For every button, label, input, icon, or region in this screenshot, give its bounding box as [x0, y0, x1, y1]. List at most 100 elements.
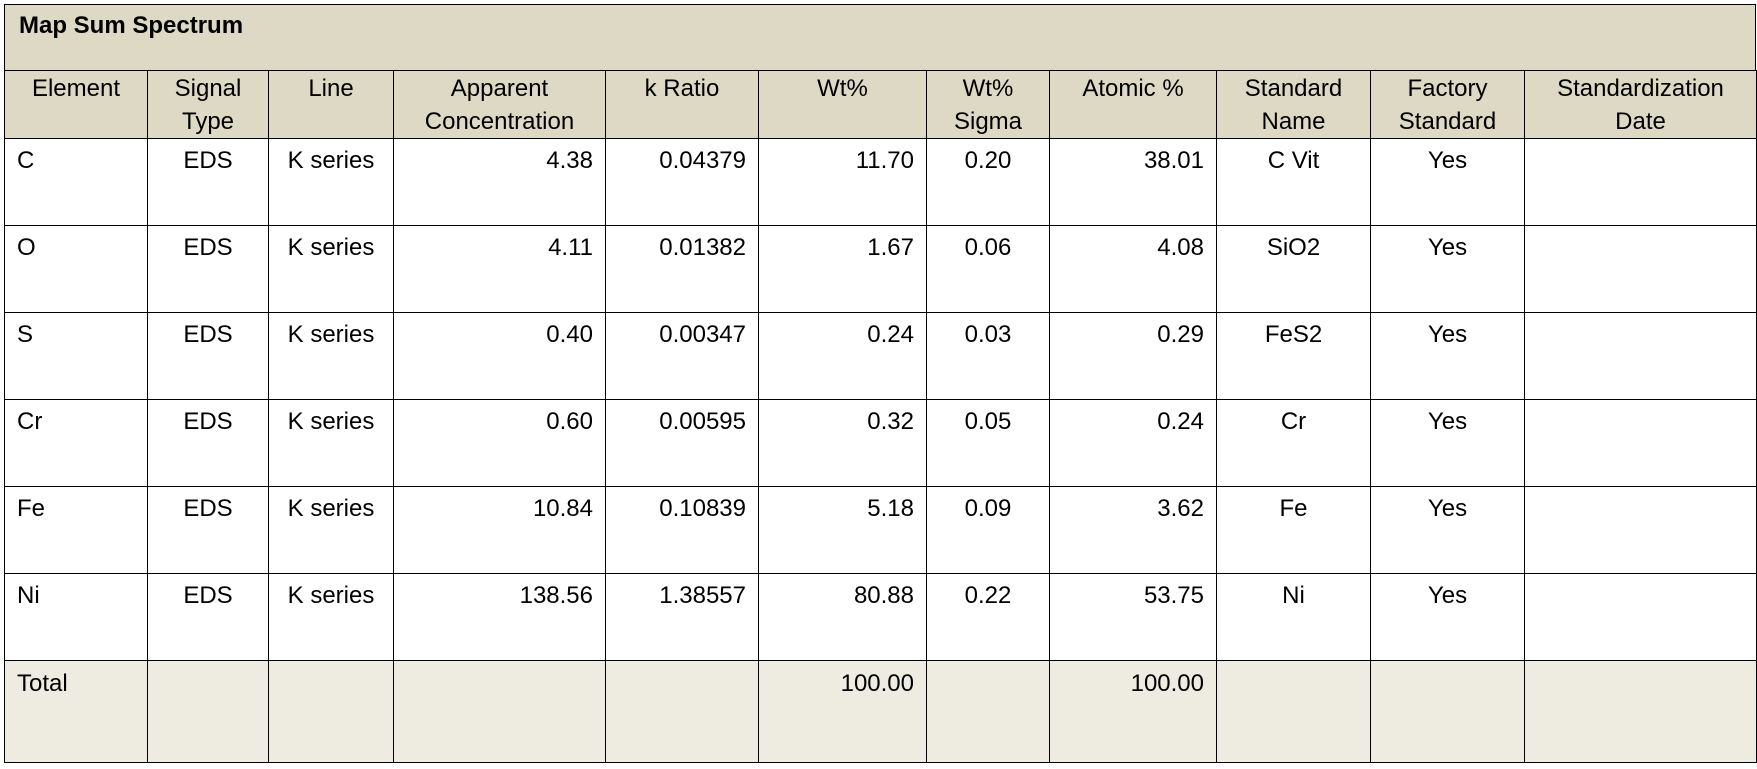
total-row: Total 100.00 100.00: [4, 660, 1757, 763]
total-wt-pct: 100.00: [758, 660, 927, 763]
cell-standard-name: Fe: [1216, 486, 1371, 574]
cell-wt-pct: 1.67: [758, 225, 927, 313]
cell-element: O: [4, 225, 148, 313]
cell-element: Fe: [4, 486, 148, 574]
cell-atomic-pct: 3.62: [1049, 486, 1217, 574]
cell-standard-name: C Vit: [1216, 138, 1371, 226]
cell-wt-pct-sigma: 0.22: [926, 573, 1050, 661]
cell-standard-name: SiO2: [1216, 225, 1371, 313]
col-header-line: Line: [268, 70, 394, 139]
table-header: Element Signal Type Line Apparent Concen…: [4, 70, 1757, 139]
cell-element: Ni: [4, 573, 148, 661]
cell-wt-pct: 11.70: [758, 138, 927, 226]
cell-standard-name: Cr: [1216, 399, 1371, 487]
cell-k-ratio: 0.00595: [605, 399, 759, 487]
cell-apparent-concentration: 10.84: [393, 486, 606, 574]
col-header-standardization-date: Standardization Date: [1524, 70, 1757, 139]
table-row: C EDS K series 4.38 0.04379 11.70 0.20 3…: [4, 138, 1757, 226]
cell-signal-type: EDS: [147, 573, 269, 661]
cell-standardization-date: [1524, 225, 1757, 313]
results-sheet: Map Sum Spectrum Element Signal Type Lin…: [4, 4, 1757, 763]
cell-factory-standard: Yes: [1370, 573, 1525, 661]
col-header-factory-standard: Factory Standard: [1370, 70, 1525, 139]
total-cell-empty: [147, 660, 269, 763]
cell-element: Cr: [4, 399, 148, 487]
cell-apparent-concentration: 4.11: [393, 225, 606, 313]
table-row: Fe EDS K series 10.84 0.10839 5.18 0.09 …: [4, 486, 1757, 574]
cell-factory-standard: Yes: [1370, 138, 1525, 226]
cell-standardization-date: [1524, 312, 1757, 400]
cell-standardization-date: [1524, 573, 1757, 661]
cell-signal-type: EDS: [147, 225, 269, 313]
total-cell-empty: [926, 660, 1050, 763]
table-body: C EDS K series 4.38 0.04379 11.70 0.20 3…: [4, 138, 1757, 763]
table-row: Cr EDS K series 0.60 0.00595 0.32 0.05 0…: [4, 399, 1757, 487]
total-cell-empty: [1216, 660, 1371, 763]
total-atomic-pct: 100.00: [1049, 660, 1217, 763]
total-cell-empty: [1370, 660, 1525, 763]
cell-line: K series: [268, 486, 394, 574]
cell-line: K series: [268, 312, 394, 400]
cell-atomic-pct: 0.24: [1049, 399, 1217, 487]
cell-line: K series: [268, 138, 394, 226]
col-header-apparent-concentration: Apparent Concentration: [393, 70, 606, 139]
cell-apparent-concentration: 0.60: [393, 399, 606, 487]
cell-k-ratio: 0.01382: [605, 225, 759, 313]
cell-signal-type: EDS: [147, 486, 269, 574]
total-cell-empty: [393, 660, 606, 763]
col-header-wt-pct: Wt%: [758, 70, 927, 139]
cell-wt-pct-sigma: 0.06: [926, 225, 1050, 313]
cell-line: K series: [268, 399, 394, 487]
cell-element: S: [4, 312, 148, 400]
total-cell-empty: [268, 660, 394, 763]
total-cell-empty: [1524, 660, 1757, 763]
cell-wt-pct: 0.32: [758, 399, 927, 487]
cell-line: K series: [268, 573, 394, 661]
cell-wt-pct-sigma: 0.03: [926, 312, 1050, 400]
cell-apparent-concentration: 138.56: [393, 573, 606, 661]
total-label: Total: [4, 660, 148, 763]
cell-signal-type: EDS: [147, 399, 269, 487]
table-row: Ni EDS K series 138.56 1.38557 80.88 0.2…: [4, 573, 1757, 661]
cell-line: K series: [268, 225, 394, 313]
col-header-standard-name: Standard Name: [1216, 70, 1371, 139]
cell-factory-standard: Yes: [1370, 486, 1525, 574]
cell-apparent-concentration: 0.40: [393, 312, 606, 400]
cell-signal-type: EDS: [147, 312, 269, 400]
cell-element: C: [4, 138, 148, 226]
cell-standard-name: FeS2: [1216, 312, 1371, 400]
cell-apparent-concentration: 4.38: [393, 138, 606, 226]
cell-k-ratio: 0.00347: [605, 312, 759, 400]
cell-k-ratio: 0.04379: [605, 138, 759, 226]
col-header-wt-pct-sigma: Wt% Sigma: [926, 70, 1050, 139]
cell-wt-pct: 80.88: [758, 573, 927, 661]
cell-atomic-pct: 53.75: [1049, 573, 1217, 661]
cell-standardization-date: [1524, 138, 1757, 226]
cell-factory-standard: Yes: [1370, 312, 1525, 400]
cell-wt-pct-sigma: 0.09: [926, 486, 1050, 574]
results-table: Element Signal Type Line Apparent Concen…: [4, 70, 1757, 763]
cell-factory-standard: Yes: [1370, 399, 1525, 487]
title-bar: Map Sum Spectrum: [4, 4, 1756, 71]
cell-atomic-pct: 0.29: [1049, 312, 1217, 400]
col-header-atomic-pct: Atomic %: [1049, 70, 1217, 139]
col-header-k-ratio: k Ratio: [605, 70, 759, 139]
cell-atomic-pct: 38.01: [1049, 138, 1217, 226]
cell-wt-pct: 0.24: [758, 312, 927, 400]
header-row: Element Signal Type Line Apparent Concen…: [4, 70, 1757, 139]
cell-signal-type: EDS: [147, 138, 269, 226]
total-cell-empty: [605, 660, 759, 763]
col-header-signal-type: Signal Type: [147, 70, 269, 139]
cell-standardization-date: [1524, 486, 1757, 574]
cell-wt-pct-sigma: 0.20: [926, 138, 1050, 226]
cell-k-ratio: 0.10839: [605, 486, 759, 574]
table-row: S EDS K series 0.40 0.00347 0.24 0.03 0.…: [4, 312, 1757, 400]
cell-factory-standard: Yes: [1370, 225, 1525, 313]
col-header-element: Element: [4, 70, 148, 139]
cell-k-ratio: 1.38557: [605, 573, 759, 661]
cell-atomic-pct: 4.08: [1049, 225, 1217, 313]
cell-wt-pct: 5.18: [758, 486, 927, 574]
table-title: Map Sum Spectrum: [19, 12, 244, 39]
cell-standard-name: Ni: [1216, 573, 1371, 661]
table-row: O EDS K series 4.11 0.01382 1.67 0.06 4.…: [4, 225, 1757, 313]
